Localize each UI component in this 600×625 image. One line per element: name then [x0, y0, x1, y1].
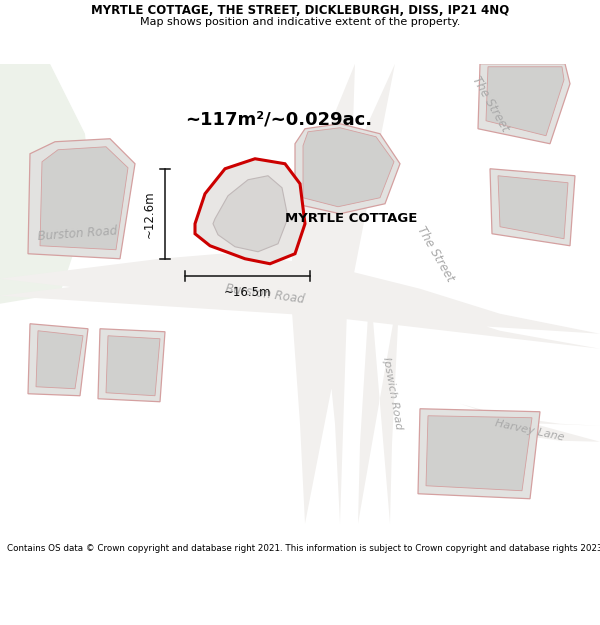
Polygon shape [478, 64, 570, 144]
Polygon shape [295, 124, 400, 214]
Text: ~117m²/~0.029ac.: ~117m²/~0.029ac. [185, 111, 372, 129]
Polygon shape [426, 416, 532, 491]
Text: Contains OS data © Crown copyright and database right 2021. This information is : Contains OS data © Crown copyright and d… [7, 544, 600, 552]
Polygon shape [98, 329, 165, 402]
Polygon shape [195, 159, 305, 264]
Polygon shape [486, 67, 564, 136]
Text: The Street: The Street [414, 224, 456, 284]
Polygon shape [40, 147, 128, 250]
Polygon shape [36, 331, 83, 389]
Text: The Street: The Street [469, 74, 511, 134]
Polygon shape [418, 409, 540, 499]
Polygon shape [213, 176, 288, 252]
Polygon shape [28, 139, 135, 259]
Polygon shape [290, 64, 395, 524]
Text: ~12.6m: ~12.6m [143, 190, 156, 238]
Polygon shape [106, 336, 160, 396]
Polygon shape [0, 254, 600, 349]
Text: Map shows position and indicative extent of the property.: Map shows position and indicative extent… [140, 17, 460, 27]
Text: ~16.5m: ~16.5m [224, 286, 271, 299]
Text: Burston Road: Burston Road [38, 224, 118, 243]
Text: MYRTLE COTTAGE, THE STREET, DICKLEBURGH, DISS, IP21 4NQ: MYRTLE COTTAGE, THE STREET, DICKLEBURGH,… [91, 4, 509, 18]
Text: Ipswich Road: Ipswich Road [380, 357, 403, 431]
Text: MYRTLE COTTAGE: MYRTLE COTTAGE [285, 213, 418, 225]
Polygon shape [303, 127, 394, 207]
Text: Burston Road: Burston Road [224, 282, 305, 306]
Polygon shape [490, 169, 575, 246]
Polygon shape [28, 324, 88, 396]
Polygon shape [498, 176, 568, 239]
Text: Harvey Lane: Harvey Lane [494, 419, 566, 443]
Polygon shape [0, 64, 90, 304]
Polygon shape [358, 284, 400, 524]
Polygon shape [460, 404, 600, 442]
